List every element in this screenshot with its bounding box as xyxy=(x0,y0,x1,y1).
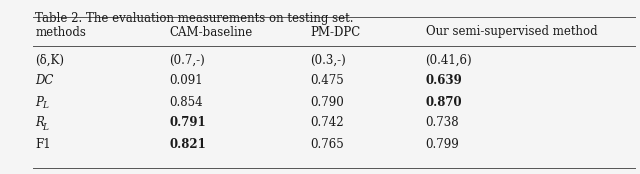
Text: 0.821: 0.821 xyxy=(170,137,206,151)
Text: 0.765: 0.765 xyxy=(310,137,344,151)
Text: 0.799: 0.799 xyxy=(426,137,460,151)
Text: 0.854: 0.854 xyxy=(170,96,204,109)
Text: (0.7,-): (0.7,-) xyxy=(170,53,205,66)
Text: R: R xyxy=(35,117,44,129)
Text: CAM-baseline: CAM-baseline xyxy=(170,26,253,38)
Text: Our semi-supervised method: Our semi-supervised method xyxy=(426,26,597,38)
Text: (δ,K): (δ,K) xyxy=(35,53,64,66)
Text: P: P xyxy=(35,96,43,109)
Text: 0.790: 0.790 xyxy=(310,96,344,109)
Text: 0.091: 0.091 xyxy=(170,74,204,88)
Text: PM-DPC: PM-DPC xyxy=(310,26,361,38)
Text: 0.742: 0.742 xyxy=(310,117,344,129)
Text: 0.870: 0.870 xyxy=(426,96,462,109)
Text: L: L xyxy=(42,122,48,132)
Text: DC: DC xyxy=(35,74,54,88)
Text: (0.3,-): (0.3,-) xyxy=(310,53,346,66)
Text: 0.475: 0.475 xyxy=(310,74,344,88)
Text: Table 2. The evaluation measurements on testing set.: Table 2. The evaluation measurements on … xyxy=(35,12,354,25)
Text: (0.41,6): (0.41,6) xyxy=(426,53,472,66)
Text: 0.639: 0.639 xyxy=(426,74,462,88)
Text: 0.738: 0.738 xyxy=(426,117,460,129)
Text: F1: F1 xyxy=(35,137,51,151)
Text: L: L xyxy=(42,101,48,110)
Text: methods: methods xyxy=(35,26,86,38)
Text: 0.791: 0.791 xyxy=(170,117,206,129)
